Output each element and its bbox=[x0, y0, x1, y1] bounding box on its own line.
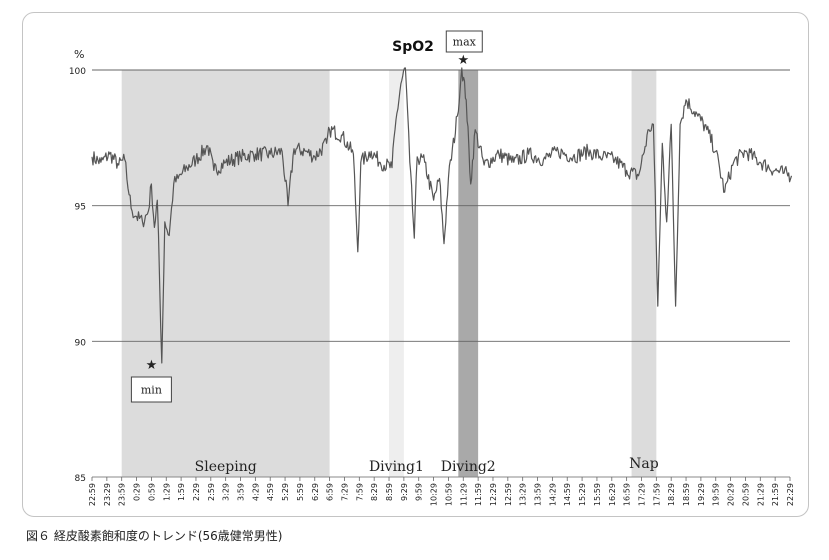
x-tick-label: 19:59 bbox=[712, 483, 721, 506]
x-tick-label: 11:59 bbox=[474, 483, 483, 506]
region-label-nap: Nap bbox=[629, 456, 659, 472]
y-tick-label-95: 95 bbox=[75, 203, 86, 213]
labels-layer: Sleeping Diving1 Diving2 Nap ★ min ★ max bbox=[130, 30, 659, 475]
x-tick-label: 18:29 bbox=[667, 483, 676, 506]
spo2-series-line bbox=[91, 67, 793, 364]
y-tick-label-85: 85 bbox=[75, 474, 86, 484]
x-tick-label: 10:59 bbox=[444, 483, 453, 506]
figure-caption: 図６ 経皮酸素飽和度のトレンド(56歳健常男性) bbox=[26, 529, 283, 543]
x-tick-label: 9:59 bbox=[415, 483, 424, 501]
x-tick-label: 5:59 bbox=[296, 483, 305, 501]
region-sleeping bbox=[121, 70, 330, 477]
min-label: min bbox=[141, 384, 162, 397]
x-tick-label: 20:59 bbox=[741, 483, 750, 506]
x-tick-label: 16:29 bbox=[608, 483, 617, 506]
y-axis-unit: % bbox=[74, 48, 84, 61]
x-tick-label: 21:59 bbox=[771, 483, 780, 506]
x-tick-label: 0:29 bbox=[133, 483, 142, 501]
x-tick-label: 13:29 bbox=[519, 483, 528, 506]
x-tick-label: 0:59 bbox=[147, 483, 156, 501]
min-label-box bbox=[130, 376, 172, 403]
x-tick-label: 11:29 bbox=[459, 483, 468, 506]
x-tick-label: 1:59 bbox=[177, 483, 186, 501]
region-diving1 bbox=[389, 70, 404, 477]
x-tick-label: 22:59 bbox=[88, 483, 97, 506]
x-tick-label: 19:29 bbox=[697, 483, 706, 506]
x-tick-label: 22:29 bbox=[786, 483, 795, 506]
x-tick-label: 12:59 bbox=[504, 483, 513, 506]
activity-regions bbox=[121, 70, 657, 477]
x-tick-label: 4:29 bbox=[251, 483, 260, 501]
x-tick-label: 23:59 bbox=[118, 483, 127, 506]
region-nap bbox=[631, 70, 657, 477]
x-tick-label: 20:29 bbox=[727, 483, 736, 506]
x-tick-label: 17:29 bbox=[637, 483, 646, 506]
x-tick-label: 14:29 bbox=[548, 483, 557, 506]
max-star-icon: ★ bbox=[457, 53, 469, 68]
max-label-box bbox=[445, 30, 483, 53]
x-tick-label: 14:59 bbox=[563, 483, 572, 506]
x-tick-label: 13:59 bbox=[534, 483, 543, 506]
x-tick-label: 17:59 bbox=[652, 483, 661, 506]
spo2-trend-chart: 85 90 95 100 22:59 23:29 23:59 0:29 0:59 1:29 1:59… bbox=[69, 30, 795, 506]
max-label: max bbox=[453, 36, 477, 49]
region-label-sleeping: Sleeping bbox=[195, 459, 257, 475]
x-tick-label: 3:59 bbox=[237, 483, 246, 501]
x-tick-label: 15:29 bbox=[578, 483, 587, 506]
x-tick-label: 10:29 bbox=[430, 483, 439, 506]
y-tick-label-90: 90 bbox=[75, 338, 87, 348]
axes: 85 90 95 100 22:59 23:29 23:59 0:29 0:59 1:29 1:59… bbox=[69, 67, 795, 506]
chart-title: SpO2 bbox=[392, 39, 434, 55]
x-tick-label: 16:59 bbox=[623, 483, 632, 506]
x-tick-label: 2:29 bbox=[192, 483, 201, 501]
region-label-diving1: Diving1 bbox=[369, 459, 424, 475]
x-tick-label: 9:29 bbox=[400, 483, 409, 501]
x-tick-label: 15:59 bbox=[593, 483, 602, 506]
x-tick-label: 3:29 bbox=[222, 483, 231, 501]
region-label-diving2: Diving2 bbox=[441, 459, 496, 475]
x-tick-label: 21:29 bbox=[756, 483, 765, 506]
x-tick-label: 6:29 bbox=[311, 483, 320, 501]
y-tick-label-100: 100 bbox=[69, 67, 86, 77]
x-tick-label: 7:59 bbox=[355, 483, 364, 501]
x-tick-label: 18:59 bbox=[682, 483, 691, 506]
x-tick-label: 1:29 bbox=[162, 483, 171, 501]
min-star-icon: ★ bbox=[146, 358, 158, 373]
x-tick-label: 8:29 bbox=[370, 483, 379, 501]
x-tick-label: 12:29 bbox=[489, 483, 498, 506]
x-tick-label: 23:29 bbox=[103, 483, 112, 506]
region-diving2 bbox=[458, 70, 479, 477]
x-tick-label: 7:29 bbox=[340, 483, 349, 501]
chart-frame bbox=[22, 12, 809, 517]
x-tick-label: 2:59 bbox=[207, 483, 216, 501]
x-tick-label: 4:59 bbox=[266, 483, 275, 501]
series-layer bbox=[91, 67, 793, 364]
x-tick-label: 6:59 bbox=[326, 483, 335, 501]
x-tick-label: 5:29 bbox=[281, 483, 290, 501]
x-tick-label: 8:59 bbox=[385, 483, 394, 501]
